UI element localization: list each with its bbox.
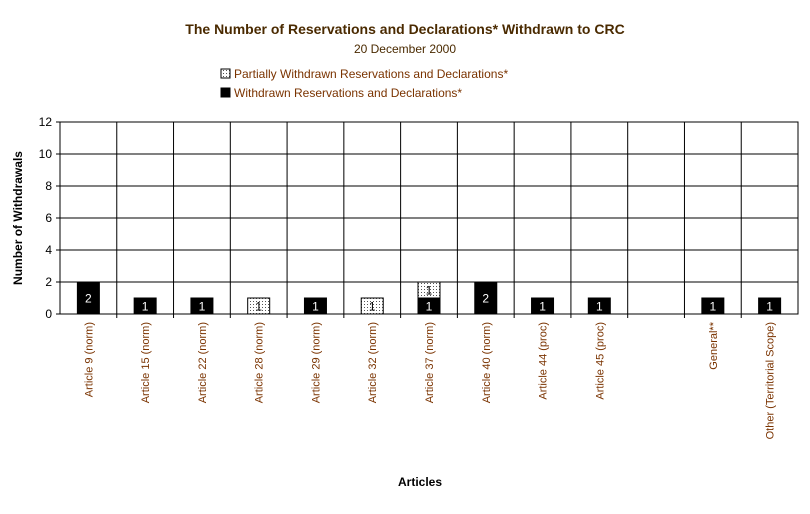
chart-subtitle: 20 December 2000 (354, 42, 456, 56)
legend: Partially Withdrawn Reservations and Dec… (220, 67, 508, 100)
x-category-label: General** (708, 321, 720, 369)
bar-data-label: 1 (710, 300, 717, 314)
x-category-label: Article 45 (proc) (594, 322, 606, 400)
legend-swatch (220, 68, 231, 79)
bar-data-label: 2 (482, 292, 489, 306)
x-category-label: Article 37 (norm) (424, 322, 436, 403)
bar-partially-withdrawn (360, 297, 384, 315)
bar-partially-withdrawn (247, 297, 271, 315)
x-category-label: Article 29 (norm) (310, 322, 322, 403)
bar-withdrawn (701, 297, 725, 315)
x-axis-categories: Article 9 (norm) Article 15 (norm) Article… (83, 321, 776, 439)
y-axis-ticks: 0 2 4 6 8 10 12 (39, 115, 60, 321)
x-category-label: Article 32 (norm) (367, 322, 379, 403)
bar-withdrawn (531, 297, 555, 315)
bar-withdrawn (758, 297, 782, 315)
legend-entry: Partially Withdrawn Reservations and Dec… (234, 67, 508, 81)
chart-title: The Number of Reservations and Declarati… (185, 21, 624, 37)
bar-data-label: 1 (426, 300, 433, 314)
y-tick-label: 6 (45, 211, 52, 225)
x-category-label: Article 15 (norm) (140, 322, 152, 403)
x-category-label: Article 40 (norm) (481, 322, 493, 403)
x-category-label: Article 28 (norm) (254, 322, 266, 403)
bar-withdrawn (133, 297, 157, 315)
bar-partially-withdrawn (417, 281, 441, 299)
x-category-label: Article 44 (proc) (538, 322, 550, 400)
bar-withdrawn (190, 297, 214, 315)
y-tick-label: 8 (45, 179, 52, 193)
y-tick-label: 10 (39, 147, 53, 161)
bar-data-label: 1 (539, 300, 546, 314)
bar-data-label: 1 (312, 300, 319, 314)
bar-withdrawn (587, 297, 611, 315)
x-axis-title: Articles (398, 475, 442, 489)
legend-swatch (220, 87, 231, 98)
bar-data-label: 1 (596, 300, 603, 314)
bar-withdrawn (303, 297, 327, 315)
bar-data-label: 1 (199, 300, 206, 314)
y-tick-label: 0 (45, 307, 52, 321)
y-tick-label: 2 (45, 275, 52, 289)
x-category-label: Article 22 (norm) (197, 322, 209, 403)
legend-entry: Withdrawn Reservations and Declarations* (234, 86, 462, 100)
y-tick-label: 12 (39, 115, 53, 129)
bar-data-label: 1 (426, 284, 433, 298)
x-category-label: Other (Territorial Scope) (765, 322, 777, 439)
bars: 2 1 1 1 1 2 1 1 1 1 1 1 1 (76, 281, 782, 315)
y-tick-label: 4 (45, 243, 52, 257)
y-axis-title: Number of Withdrawals (11, 151, 25, 285)
bar-data-label: 1 (766, 300, 773, 314)
bar-data-label: 1 (142, 300, 149, 314)
bar-withdrawn (474, 281, 498, 315)
bar-data-label: 1 (369, 300, 376, 314)
bar-data-label: 1 (255, 300, 262, 314)
bar-data-label: 2 (85, 292, 92, 306)
x-category-label: Article 9 (norm) (83, 322, 95, 397)
bar-withdrawn (76, 281, 100, 315)
